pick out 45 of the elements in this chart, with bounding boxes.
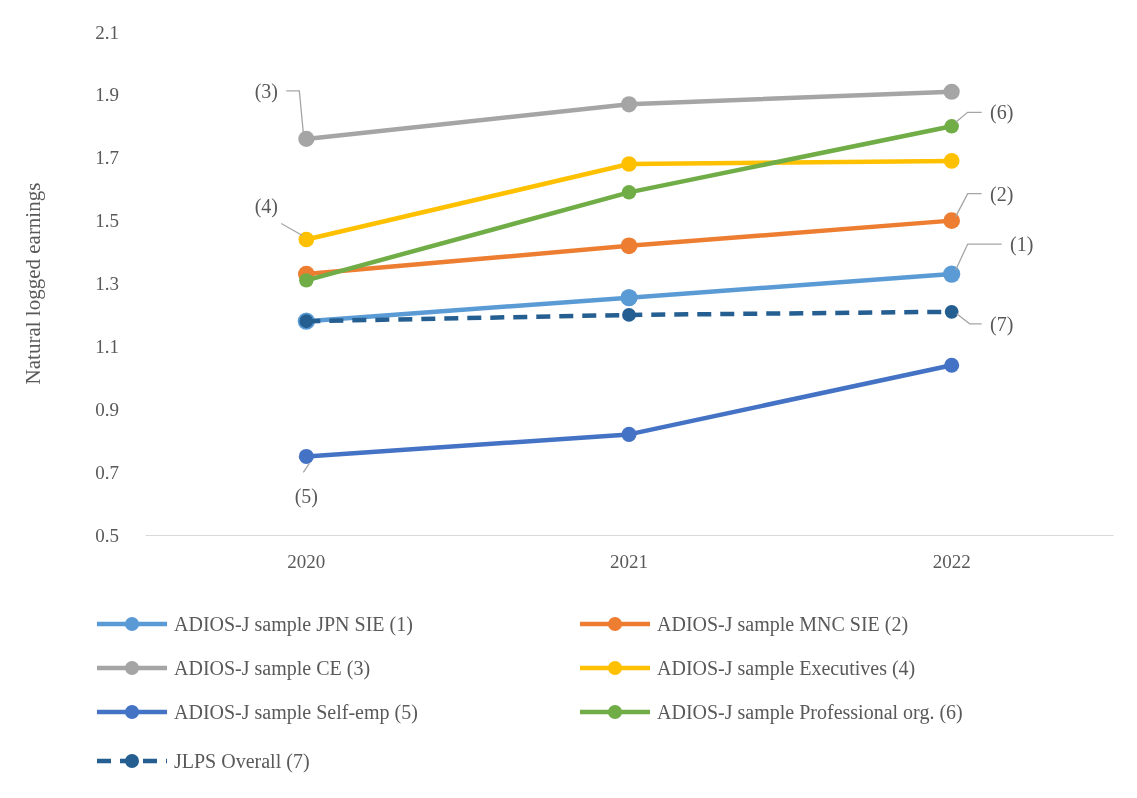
- point: [620, 96, 638, 113]
- y-tick-label: 1.9: [95, 84, 119, 106]
- annotation: (7): [990, 312, 1014, 336]
- y-tick-label: 1.3: [95, 273, 119, 295]
- y-tick-label: 0.5: [95, 524, 119, 546]
- y-tick-label: 0.9: [95, 398, 119, 420]
- y-tick-label: 1.5: [95, 210, 119, 232]
- legend-label: ADIOS-J sample JPN SIE (1): [174, 613, 413, 636]
- y-tick-label: 0.7: [95, 461, 119, 483]
- point: [943, 212, 961, 229]
- point: [299, 273, 314, 288]
- legend-label: ADIOS-J sample Self-emp (5): [174, 701, 418, 724]
- point: [621, 185, 637, 200]
- point: [943, 83, 960, 100]
- x-tick-label: 2022: [932, 551, 971, 573]
- x-tick-label: 2020: [287, 551, 326, 573]
- point: [298, 231, 315, 248]
- point: [943, 153, 960, 169]
- x-tick-label: 2021: [610, 551, 648, 573]
- point: [943, 265, 961, 283]
- point: [944, 119, 959, 134]
- point: [620, 237, 638, 255]
- point: [944, 304, 959, 319]
- point: [622, 308, 636, 322]
- annotation: (4): [254, 195, 278, 219]
- point: [298, 448, 314, 464]
- point: [621, 426, 637, 442]
- legend-label: ADIOS-J sample MNC SIE (2): [657, 613, 909, 636]
- annotation: (3): [254, 79, 278, 103]
- legend-label: ADIOS-J sample Executives (4): [657, 657, 916, 680]
- legend-label: JLPS Overall (7): [174, 750, 310, 773]
- annotation: (1): [1010, 233, 1034, 257]
- legend-label: ADIOS-J sample CE (3): [174, 657, 371, 680]
- annotation: (2): [990, 182, 1014, 206]
- y-tick-label: 1.7: [95, 147, 119, 169]
- y-tick-label: 1.1: [95, 335, 119, 357]
- point: [621, 156, 637, 172]
- annotation: (6): [990, 101, 1014, 125]
- y-tick-label: 2.1: [95, 21, 119, 43]
- point: [944, 357, 960, 373]
- point: [298, 130, 315, 147]
- annotation: (5): [294, 485, 318, 509]
- legend-label: ADIOS-J sample Professional org. (6): [657, 701, 963, 724]
- y-axis-title: Natural logged earnings: [21, 182, 45, 385]
- point: [620, 289, 638, 307]
